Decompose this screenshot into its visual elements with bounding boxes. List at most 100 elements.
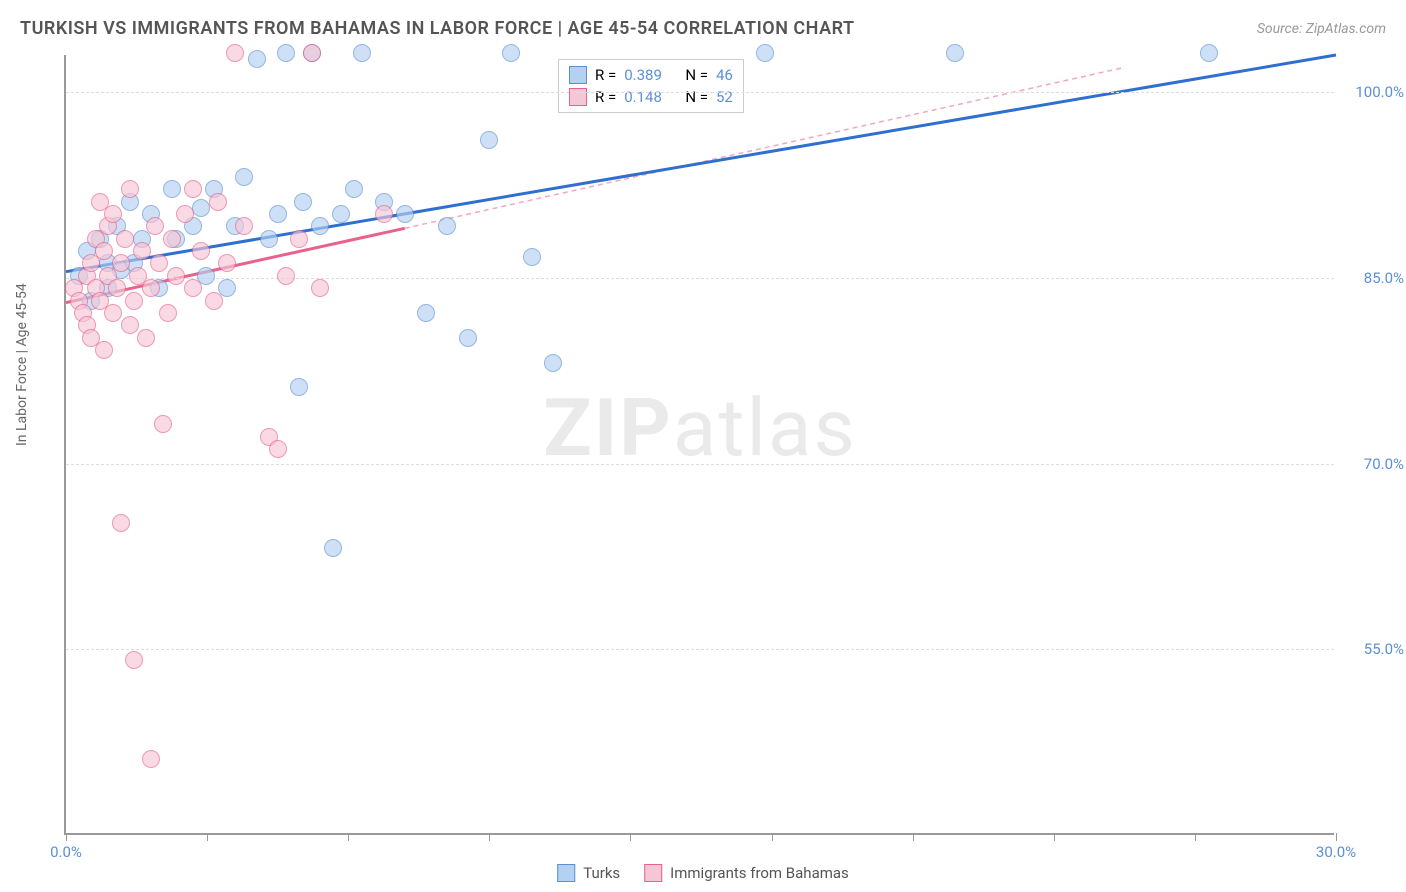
legend-item-turks: Turks bbox=[557, 864, 620, 882]
data-point bbox=[523, 248, 541, 266]
data-point bbox=[142, 750, 160, 768]
data-point bbox=[332, 205, 350, 223]
data-point bbox=[150, 254, 168, 272]
x-tick bbox=[489, 833, 490, 841]
data-point bbox=[324, 539, 342, 557]
x-tick bbox=[66, 833, 67, 841]
title-bar: TURKISH VS IMMIGRANTS FROM BAHAMAS IN LA… bbox=[20, 18, 1386, 39]
swatch-bahamas bbox=[569, 88, 587, 106]
legend-swatch-bahamas bbox=[644, 864, 662, 882]
plot-area: ZIPatlas R = 0.389 N = 46 R = 0.148 N = … bbox=[64, 55, 1334, 835]
data-point bbox=[290, 230, 308, 248]
r-label: R = bbox=[595, 88, 616, 106]
bottom-legend: Turks Immigrants from Bahamas bbox=[557, 864, 849, 882]
data-point bbox=[205, 292, 223, 310]
data-point bbox=[163, 180, 181, 198]
data-point bbox=[235, 217, 253, 235]
x-tick bbox=[207, 833, 208, 841]
data-point bbox=[269, 440, 287, 458]
data-point bbox=[95, 242, 113, 260]
legend-item-bahamas: Immigrants from Bahamas bbox=[644, 864, 849, 882]
data-point bbox=[544, 354, 562, 372]
stats-row-bahamas: R = 0.148 N = 52 bbox=[569, 86, 733, 108]
data-point bbox=[277, 267, 295, 285]
y-tick-label: 70.0% bbox=[1344, 455, 1404, 473]
x-tick bbox=[1195, 833, 1196, 841]
data-point bbox=[438, 217, 456, 235]
data-point bbox=[184, 279, 202, 297]
trend-lines-layer bbox=[66, 55, 1334, 833]
data-point bbox=[163, 230, 181, 248]
legend-label-bahamas: Immigrants from Bahamas bbox=[670, 864, 849, 882]
data-point bbox=[142, 279, 160, 297]
data-point bbox=[121, 316, 139, 334]
y-axis-label: In Labor Force | Age 45-54 bbox=[14, 283, 30, 446]
data-point bbox=[303, 44, 321, 62]
legend-label-turks: Turks bbox=[583, 864, 620, 882]
y-tick-label: 85.0% bbox=[1344, 269, 1404, 287]
data-point bbox=[260, 230, 278, 248]
gridline bbox=[66, 92, 1334, 93]
watermark-bold: ZIP bbox=[543, 381, 673, 475]
n-value-turks: 46 bbox=[716, 66, 733, 84]
data-point bbox=[396, 205, 414, 223]
data-point bbox=[104, 205, 122, 223]
n-label: N = bbox=[685, 88, 708, 106]
data-point bbox=[480, 131, 498, 149]
data-point bbox=[269, 205, 287, 223]
data-point bbox=[176, 205, 194, 223]
x-tick bbox=[1054, 833, 1055, 841]
data-point bbox=[311, 279, 329, 297]
x-tick-label: 30.0% bbox=[1316, 843, 1356, 861]
data-point bbox=[146, 217, 164, 235]
data-point bbox=[290, 378, 308, 396]
data-point bbox=[226, 44, 244, 62]
data-point bbox=[375, 205, 393, 223]
chart-container: TURKISH VS IMMIGRANTS FROM BAHAMAS IN LA… bbox=[0, 0, 1406, 892]
data-point bbox=[192, 242, 210, 260]
n-value-bahamas: 52 bbox=[716, 88, 733, 106]
r-value-turks: 0.389 bbox=[624, 66, 662, 84]
stats-legend-box: R = 0.389 N = 46 R = 0.148 N = 52 bbox=[558, 59, 744, 113]
data-point bbox=[108, 279, 126, 297]
x-tick bbox=[630, 833, 631, 841]
gridline bbox=[66, 278, 1334, 279]
data-point bbox=[95, 341, 113, 359]
data-point bbox=[209, 193, 227, 211]
x-tick bbox=[772, 833, 773, 841]
data-point bbox=[137, 329, 155, 347]
data-point bbox=[248, 50, 266, 68]
data-point bbox=[756, 44, 774, 62]
data-point bbox=[133, 242, 151, 260]
x-tick-label: 0.0% bbox=[50, 843, 82, 861]
data-point bbox=[167, 267, 185, 285]
chart-title: TURKISH VS IMMIGRANTS FROM BAHAMAS IN LA… bbox=[20, 18, 855, 39]
data-point bbox=[353, 44, 371, 62]
r-value-bahamas: 0.148 bbox=[624, 88, 662, 106]
data-point bbox=[459, 329, 477, 347]
n-label: N = bbox=[685, 66, 708, 84]
data-point bbox=[502, 44, 520, 62]
data-point bbox=[946, 44, 964, 62]
data-point bbox=[235, 168, 253, 186]
x-tick bbox=[913, 833, 914, 841]
data-point bbox=[154, 415, 172, 433]
watermark: ZIPatlas bbox=[543, 381, 856, 475]
data-point bbox=[125, 651, 143, 669]
data-point bbox=[112, 514, 130, 532]
data-point bbox=[294, 193, 312, 211]
gridline bbox=[66, 649, 1334, 650]
x-tick bbox=[348, 833, 349, 841]
data-point bbox=[159, 304, 177, 322]
data-point bbox=[218, 254, 236, 272]
data-point bbox=[417, 304, 435, 322]
data-point bbox=[104, 304, 122, 322]
stats-row-turks: R = 0.389 N = 46 bbox=[569, 64, 733, 86]
swatch-turks bbox=[569, 66, 587, 84]
y-tick-label: 55.0% bbox=[1344, 640, 1404, 658]
data-point bbox=[125, 292, 143, 310]
data-point bbox=[311, 217, 329, 235]
data-point bbox=[277, 44, 295, 62]
x-tick bbox=[1336, 833, 1337, 841]
data-point bbox=[112, 254, 130, 272]
